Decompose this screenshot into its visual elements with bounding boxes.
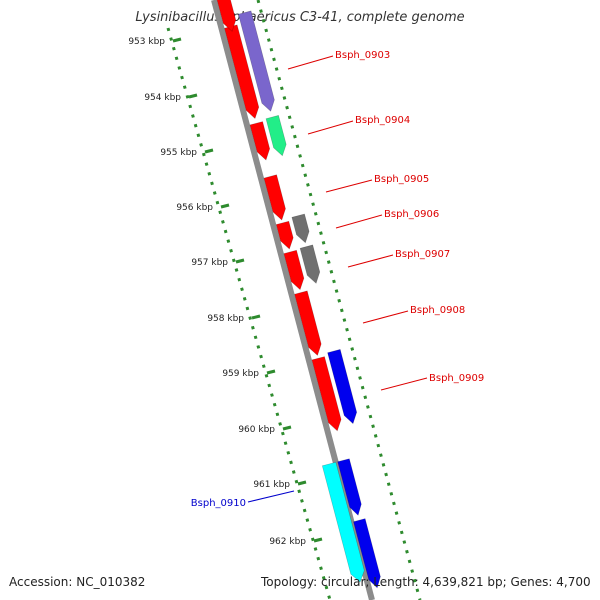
scale-tick bbox=[313, 537, 323, 543]
scale-tick bbox=[188, 93, 198, 99]
gene-previous-arrow bbox=[216, 0, 237, 32]
cds-bsph-0906-arrow bbox=[291, 213, 310, 244]
gene-bsph-0905-arrow bbox=[263, 174, 286, 221]
scale-tick-label: 962 kbp bbox=[269, 537, 306, 547]
cds-bsph-0910b-arrow bbox=[353, 518, 381, 589]
cds-bsph-0910a-arrow bbox=[337, 458, 362, 516]
label-bsph-0910: Bsph_0910 bbox=[191, 498, 246, 509]
cds-bsph-0904-arrow bbox=[265, 115, 287, 157]
gene-bsph-0904-arrow bbox=[249, 121, 271, 161]
cds-bsph-0907-arrow bbox=[299, 244, 321, 284]
scale-tick-label: 958 kbp bbox=[207, 314, 244, 324]
label-leader-line bbox=[380, 377, 428, 391]
label-leader-line bbox=[307, 120, 354, 135]
gene-bsph-0907-arrow bbox=[283, 249, 305, 291]
label-bsph-0903: Bsph_0903 bbox=[335, 50, 390, 61]
scale-tick bbox=[235, 258, 245, 264]
label-leader-line bbox=[287, 55, 334, 70]
label-bsph-0907: Bsph_0907 bbox=[395, 249, 450, 260]
scale-tick bbox=[297, 480, 307, 486]
label-leader-line bbox=[362, 310, 409, 324]
gene-bsph-0908-arrow bbox=[294, 290, 322, 356]
label-leader-line bbox=[325, 179, 373, 193]
scale-tick-label: 953 kbp bbox=[128, 37, 165, 47]
label-bsph-0908: Bsph_0908 bbox=[410, 305, 465, 316]
label-bsph-0909: Bsph_0909 bbox=[429, 373, 484, 384]
scale-tick-label: 955 kbp bbox=[160, 148, 197, 158]
genome-summary-text: Topology: circular; Length: 4,639,821 bp… bbox=[261, 575, 591, 589]
gene-features bbox=[216, 0, 381, 589]
label-bsph-0906: Bsph_0906 bbox=[384, 209, 439, 220]
scale-tick bbox=[204, 148, 214, 154]
gene-bsph-0909-arrow bbox=[311, 356, 342, 432]
label-bsph-0905: Bsph_0905 bbox=[374, 174, 429, 185]
scale-tick-label: 957 kbp bbox=[191, 258, 228, 268]
label-bsph-0904: Bsph_0904 bbox=[355, 115, 410, 126]
scale-tick-label: 954 kbp bbox=[144, 93, 181, 103]
scale-tick bbox=[220, 203, 230, 209]
label-leader-line bbox=[335, 214, 383, 229]
scale-tick-label: 956 kbp bbox=[176, 203, 213, 213]
scale-tick bbox=[251, 314, 261, 320]
label-leader-line bbox=[247, 490, 295, 503]
gene-bsph-0906-arrow bbox=[275, 220, 294, 250]
scale-ticks: 953 kbp 954 kbp 955 kbp 956 kbp 957 kbp 958 k… bbox=[128, 37, 323, 547]
outer-scale-dots bbox=[256, 0, 422, 600]
scale-tick-label: 961 kbp bbox=[253, 480, 290, 490]
scale-tick-label: 960 kbp bbox=[238, 425, 275, 435]
cds-bsph-0903-arrow bbox=[238, 10, 275, 112]
gene-bsph-0903-arrow bbox=[224, 24, 260, 120]
gene-labels: Bsph_0903 Bsph_0904 Bsph_0905 Bsph_0906 Bsph… bbox=[191, 50, 484, 509]
label-leader-line bbox=[347, 254, 394, 268]
accession-text: Accession: NC_010382 bbox=[9, 575, 146, 589]
outer-scale-line bbox=[256, 0, 422, 600]
scale-tick bbox=[282, 425, 292, 431]
scale-tick bbox=[172, 37, 182, 43]
cds-bsph-0909-arrow bbox=[327, 349, 358, 425]
scale-tick bbox=[266, 369, 276, 375]
scale-tick-label: 959 kbp bbox=[222, 369, 259, 379]
gene-bsph-0910-arrow bbox=[321, 461, 365, 583]
